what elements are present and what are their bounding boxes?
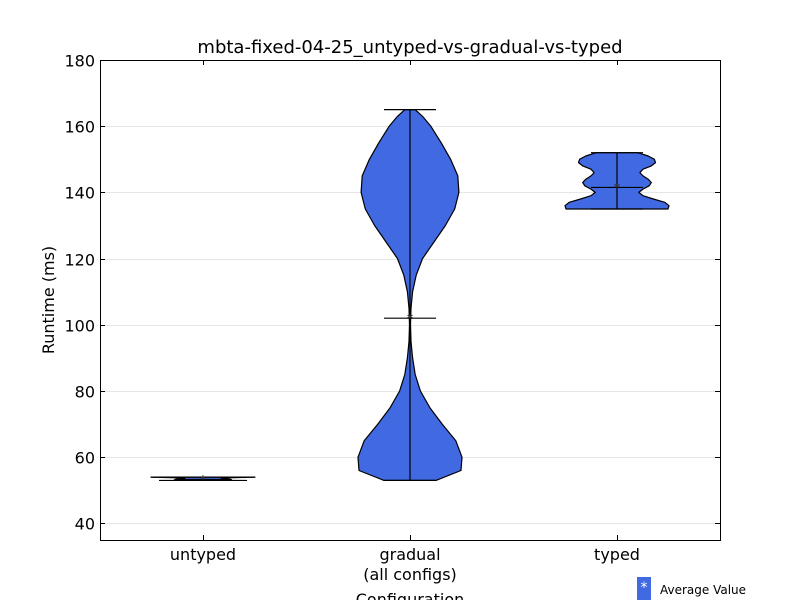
x-tick-label-untyped: untyped — [170, 545, 236, 564]
y-tick-label-140: 140 — [64, 184, 95, 203]
y-tick-label-80: 80 — [75, 383, 95, 402]
violin-mean-marker-untyped: * — [200, 473, 206, 486]
chart-title: mbta-fixed-04-25_untyped-vs-gradual-vs-t… — [197, 37, 622, 58]
y-tick-label-160: 160 — [64, 118, 95, 137]
violin-gradual: * — [357, 109, 463, 482]
x-tick-label-gradual: gradual — [379, 545, 440, 564]
y-axis-label: Runtime (ms) — [39, 246, 58, 354]
x-ticks: untyped gradual(all configs) typed — [170, 60, 640, 584]
violin-typed: * — [564, 152, 670, 210]
y-tick-label-60: 60 — [75, 449, 95, 468]
y-tick-label-40: 40 — [75, 515, 95, 534]
y-tick-label-120: 120 — [64, 251, 95, 270]
x-tick-label-typed: typed — [594, 545, 640, 564]
x-axis-label: Configuration — [356, 590, 465, 600]
legend: * Average Value — [637, 577, 746, 600]
violin-untyped: * — [150, 473, 256, 487]
y-ticks: 40 60 80 100 120 140 160 180 — [64, 52, 720, 534]
violins: * * * — [150, 109, 670, 487]
violin-mean-marker-typed: * — [614, 181, 620, 194]
legend-star-icon: * — [641, 580, 648, 596]
legend-label: Average Value — [660, 583, 746, 597]
legend-swatch — [637, 577, 651, 600]
x-tick-sublabel-gradual: (all configs) — [363, 565, 457, 584]
y-tick-label-100: 100 — [64, 317, 95, 336]
violin-mean-marker-gradual: * — [407, 312, 413, 325]
y-tick-label-180: 180 — [64, 52, 95, 71]
